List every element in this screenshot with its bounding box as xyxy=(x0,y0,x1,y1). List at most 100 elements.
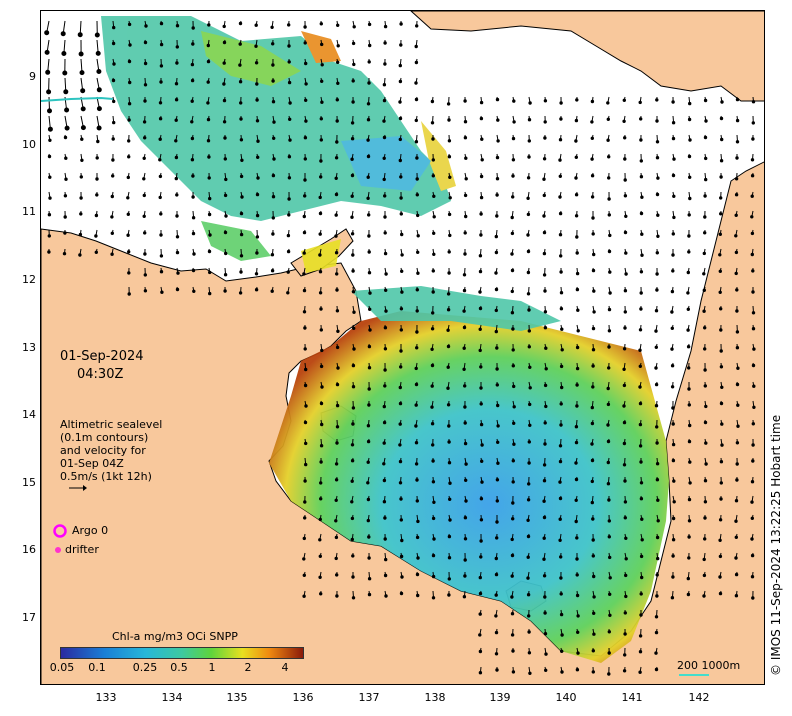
velocity-arrow-head xyxy=(671,100,675,104)
velocity-arrow-head xyxy=(654,630,659,635)
velocity-arrow-head xyxy=(479,422,484,427)
velocity-arrow-head xyxy=(335,573,339,577)
velocity-arrow-head xyxy=(206,43,211,48)
velocity-arrow-head xyxy=(655,535,660,540)
velocity-arrow-head xyxy=(720,443,724,447)
velocity-arrow-head xyxy=(383,326,388,330)
velocity-arrow-head xyxy=(382,441,386,445)
velocity-arrow-head xyxy=(703,500,708,504)
velocity-arrow-head xyxy=(350,121,355,125)
velocity-arrow-head xyxy=(575,536,579,540)
velocity-arrow-head xyxy=(222,61,226,65)
velocity-arrow-head xyxy=(143,99,147,103)
velocity-arrow-head xyxy=(318,232,322,236)
x-tick: 133 xyxy=(95,691,117,704)
velocity-arrow-head xyxy=(191,42,195,46)
velocity-arrow-head xyxy=(383,62,387,66)
velocity-arrow-head xyxy=(334,176,338,181)
velocity-arrow-head xyxy=(734,250,739,255)
velocity-arrow-head xyxy=(464,478,468,482)
velocity-arrow-head xyxy=(526,196,530,201)
velocity-arrow-head xyxy=(542,157,547,161)
velocity-arrow-head xyxy=(78,232,83,237)
velocity-arrow-head xyxy=(336,329,340,333)
velocity-arrow-head xyxy=(751,459,755,463)
velocity-arrow-head xyxy=(543,632,548,636)
velocity-arrow-head xyxy=(319,328,323,332)
velocity-arrow-head xyxy=(319,444,324,448)
velocity-arrow-head xyxy=(368,328,372,332)
velocity-arrow-head xyxy=(350,137,355,141)
velocity-arrow-head xyxy=(351,41,356,46)
velocity-arrow-head xyxy=(319,481,323,485)
velocity-arrow-head xyxy=(335,98,339,102)
map-area[interactable] xyxy=(40,10,765,685)
velocity-arrow-head xyxy=(64,156,68,160)
velocity-arrow-head xyxy=(703,384,707,388)
y-tick: 12 xyxy=(22,273,36,286)
velocity-arrow-head xyxy=(334,556,338,561)
velocity-arrow-head xyxy=(335,345,340,350)
depth-scale-bar xyxy=(679,674,709,676)
velocity-arrow-head xyxy=(368,307,372,311)
velocity-arrow-head xyxy=(255,82,259,86)
velocity-arrow-head xyxy=(671,269,675,273)
velocity-arrow-head xyxy=(750,231,755,236)
velocity-arrow-head xyxy=(542,177,546,181)
velocity-arrow-head xyxy=(479,100,484,105)
velocity-arrow-head xyxy=(478,591,483,596)
velocity-arrow-head xyxy=(687,250,691,254)
velocity-arrow-head xyxy=(302,536,306,541)
velocity-arrow-head xyxy=(398,158,402,163)
velocity-arrow-head xyxy=(510,311,515,315)
velocity-arrow-head xyxy=(751,269,755,273)
velocity-arrow-head xyxy=(560,649,564,653)
velocity-arrow-head xyxy=(703,231,707,235)
velocity-arrow-head xyxy=(350,194,354,198)
velocity-arrow-head xyxy=(223,273,228,277)
velocity-arrow-head xyxy=(590,136,594,141)
velocity-arrow-head xyxy=(366,196,370,201)
velocity-arrow-head xyxy=(127,139,131,143)
velocity-arrow-head xyxy=(590,442,594,446)
velocity-arrow-head xyxy=(670,364,675,368)
velocity-arrow-head xyxy=(367,577,372,581)
velocity-arrow-head xyxy=(336,366,340,370)
velocity-arrow-head xyxy=(511,348,515,352)
velocity-arrow-head xyxy=(126,196,130,200)
velocity-arrow-head xyxy=(559,592,563,596)
velocity-arrow-head xyxy=(671,442,676,447)
velocity-arrow-head xyxy=(399,591,404,596)
velocity-arrow-head xyxy=(495,177,500,181)
velocity-arrow-head xyxy=(287,80,292,85)
velocity-arrow-head xyxy=(351,79,355,83)
colorbar-tick: 1 xyxy=(208,661,216,674)
velocity-arrow-head xyxy=(623,289,628,293)
velocity-arrow-head xyxy=(350,516,355,521)
velocity-arrow-head xyxy=(702,251,706,256)
velocity-arrow-head xyxy=(159,42,164,47)
velocity-arrow-head xyxy=(94,32,100,38)
velocity-arrow-head xyxy=(110,252,114,256)
velocity-arrow-head xyxy=(687,213,691,217)
velocity-arrow-head xyxy=(591,538,595,542)
velocity-arrow-head xyxy=(751,121,755,125)
velocity-arrow-head xyxy=(78,51,84,57)
velocity-arrow-head xyxy=(207,155,211,159)
velocity-arrow-head xyxy=(462,595,467,599)
velocity-arrow-head xyxy=(591,326,596,331)
velocity-arrow-head xyxy=(510,612,515,616)
velocity-arrow-head xyxy=(606,482,611,486)
velocity-arrow-head xyxy=(238,291,243,295)
velocity-arrow-head xyxy=(496,461,500,465)
velocity-arrow-head xyxy=(80,158,84,163)
velocity-arrow-head xyxy=(686,592,691,597)
velocity-arrow-head xyxy=(398,459,403,464)
velocity-arrow-head xyxy=(687,403,691,407)
velocity-arrow-head xyxy=(639,554,644,559)
velocity-arrow-head xyxy=(207,249,212,254)
velocity-arrow-head xyxy=(543,421,547,425)
velocity-arrow-head xyxy=(112,120,116,125)
velocity-arrow-head xyxy=(528,423,532,427)
velocity-arrow-head xyxy=(574,519,578,524)
